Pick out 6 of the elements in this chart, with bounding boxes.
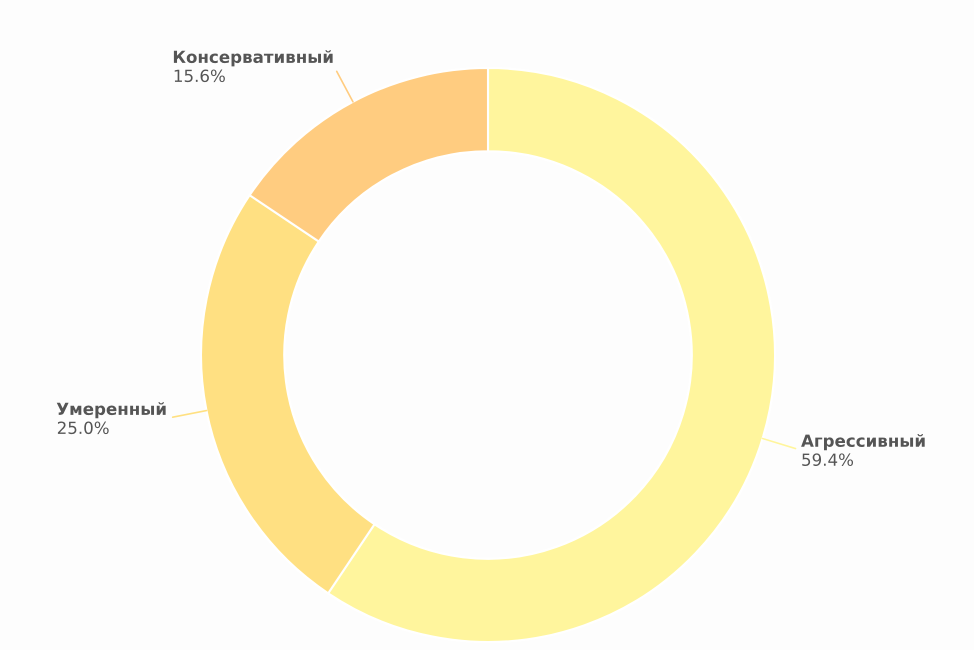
data-label: 25.0%	[58, 421, 109, 434]
slice-label: Умеренный	[56, 402, 166, 418]
slice-label: Агрессивный	[801, 434, 925, 450]
data-label: 15.6%	[174, 70, 225, 82]
slice-label: Консервативный	[174, 50, 333, 66]
data-label: 59.4%	[802, 453, 854, 466]
